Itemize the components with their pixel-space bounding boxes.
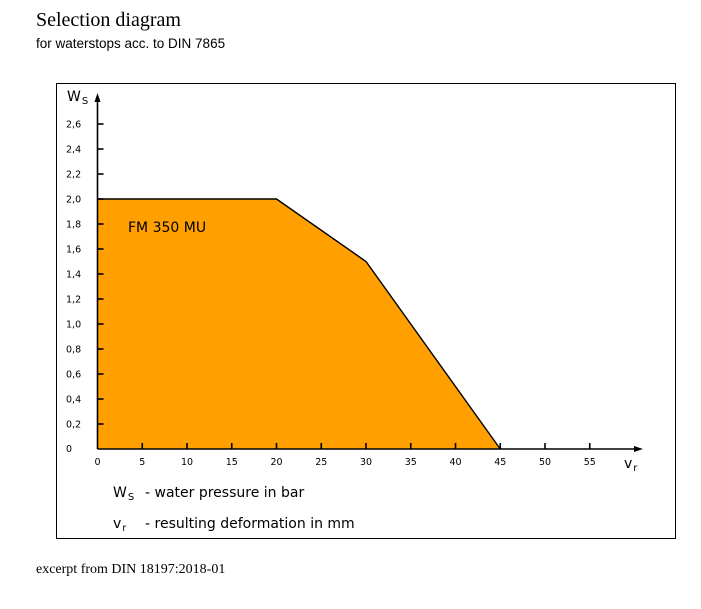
y-tick-label: 2,0 bbox=[66, 195, 81, 206]
x-tick-label: 10 bbox=[181, 457, 193, 468]
x-tick-label: 15 bbox=[226, 457, 238, 468]
x-tick-label: 50 bbox=[539, 457, 551, 468]
legend-symbol-0: WS bbox=[113, 485, 134, 503]
y-tick-label: 1,6 bbox=[66, 245, 81, 256]
x-tick-label: 0 bbox=[94, 457, 100, 468]
y-tick-label: 0,6 bbox=[66, 370, 81, 381]
y-tick-label: 0,4 bbox=[66, 395, 81, 406]
area-layer bbox=[97, 198, 501, 450]
x-axis-arrow-icon bbox=[634, 446, 643, 452]
y-tick-label: 2,2 bbox=[66, 170, 81, 181]
x-tick-label: 35 bbox=[405, 457, 417, 468]
y-tick-label: 0,8 bbox=[66, 345, 81, 356]
y-tick-label: 1,2 bbox=[66, 295, 81, 306]
y-tick-label: 2,6 bbox=[66, 120, 81, 131]
page-title: Selection diagram bbox=[36, 9, 181, 31]
chart-frame bbox=[56, 83, 676, 539]
y-axis-label: WS bbox=[67, 89, 88, 107]
y-tick-label: 2,4 bbox=[66, 145, 81, 156]
ticks-layer bbox=[97, 123, 591, 449]
legend-text-1: - resulting deformation in mm bbox=[145, 516, 355, 532]
series-label-0: FM 350 MU bbox=[128, 220, 206, 236]
series-outline-0 bbox=[97, 198, 501, 450]
x-tick-label: 20 bbox=[270, 457, 282, 468]
y-tick-label: 1,4 bbox=[66, 270, 81, 281]
source-note: excerpt from DIN 18197:2018-01 bbox=[36, 562, 226, 577]
x-tick-label: 25 bbox=[315, 457, 327, 468]
x-tick-label: 30 bbox=[360, 457, 372, 468]
legend-text-0: - water pressure in bar bbox=[145, 485, 304, 501]
y-tick-label: 0 bbox=[66, 444, 72, 455]
y-tick-label: 1,0 bbox=[66, 320, 81, 331]
y-tick-label: 0,2 bbox=[66, 420, 81, 431]
y-axis-arrow-icon bbox=[94, 93, 101, 102]
x-axis-label: vr bbox=[624, 456, 638, 474]
series-area-0 bbox=[97, 199, 501, 449]
x-tick-label: 45 bbox=[494, 457, 506, 468]
y-tick-label: 1,8 bbox=[66, 220, 81, 231]
x-tick-label: 5 bbox=[139, 457, 145, 468]
legend-symbol-1: vr bbox=[113, 516, 127, 534]
x-tick-label: 40 bbox=[449, 457, 461, 468]
page-subtitle: for waterstops acc. to DIN 7865 bbox=[36, 36, 226, 51]
x-tick-label: 55 bbox=[584, 457, 596, 468]
labels-layer: FM 350 MU 0 0,2 0,4 0,6 0,8 1,0 1,2 1,4 1,6 1,8 2,0… bbox=[66, 89, 638, 534]
